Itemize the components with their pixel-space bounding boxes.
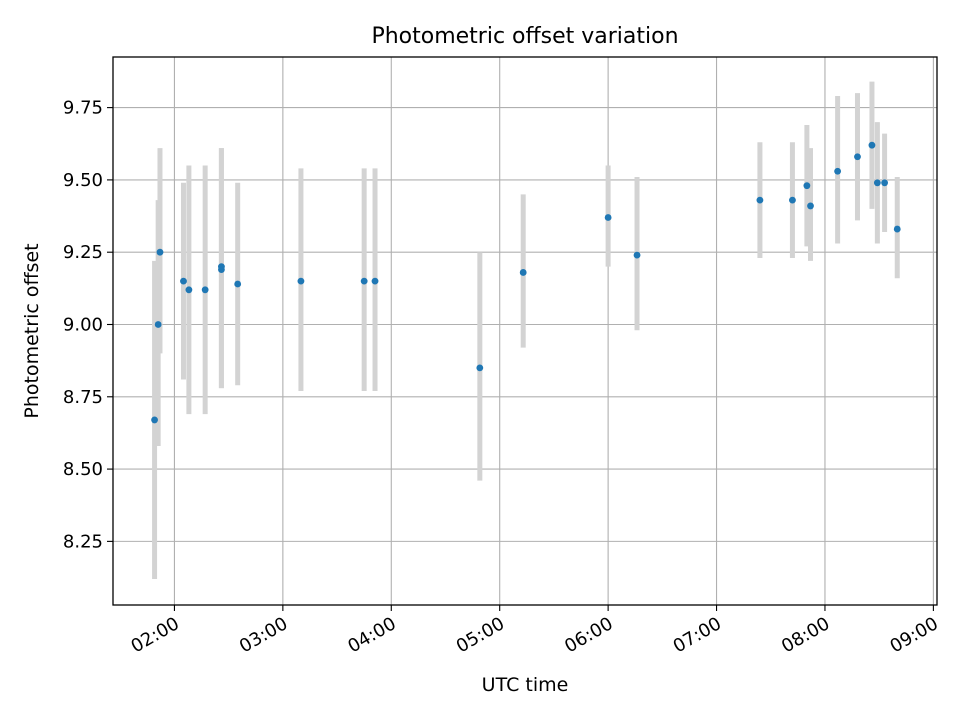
y-tick-label: 8.25 bbox=[63, 531, 103, 552]
data-point bbox=[893, 225, 901, 233]
data-point bbox=[834, 167, 842, 175]
x-tick-label: 02:00 bbox=[128, 613, 183, 657]
data-point bbox=[476, 364, 484, 372]
x-axis-label: UTC time bbox=[482, 674, 569, 696]
data-point bbox=[297, 277, 305, 285]
y-tick-label: 9.75 bbox=[63, 98, 103, 119]
data-points bbox=[151, 141, 901, 424]
y-tick-label: 9.00 bbox=[63, 314, 103, 335]
data-point bbox=[201, 286, 209, 294]
x-axis-ticks: 02:00 03:00 04:00 05:00 06:00 07:00 08:00 09:00 bbox=[128, 605, 942, 657]
data-point bbox=[519, 269, 527, 276]
data-point bbox=[371, 277, 379, 285]
chart-title: Photometric offset variation bbox=[371, 24, 678, 49]
y-axis-ticks: 8.25 8.50 8.75 9.00 9.25 9.50 9.75 bbox=[63, 98, 113, 552]
data-point bbox=[873, 179, 881, 187]
plot-frame bbox=[112, 56, 938, 606]
y-axis-label: Photometric offset bbox=[21, 243, 43, 418]
data-point bbox=[881, 179, 888, 187]
data-point bbox=[807, 202, 814, 210]
data-point bbox=[789, 196, 796, 204]
y-tick-label: 9.50 bbox=[63, 170, 103, 191]
data-point bbox=[180, 277, 187, 285]
y-tick-label: 8.50 bbox=[63, 459, 103, 480]
data-point bbox=[156, 248, 164, 256]
x-tick-label: 06:00 bbox=[561, 613, 616, 657]
y-tick-label: 9.25 bbox=[63, 242, 103, 263]
x-tick-label: 07:00 bbox=[670, 613, 725, 657]
x-tick-label: 05:00 bbox=[453, 613, 508, 657]
data-point bbox=[154, 321, 162, 328]
data-point bbox=[151, 416, 158, 424]
data-point bbox=[854, 153, 861, 161]
x-tick-label: 04:00 bbox=[344, 613, 399, 657]
y-tick-label: 8.75 bbox=[63, 387, 103, 408]
x-tick-label: 03:00 bbox=[236, 613, 291, 657]
data-point bbox=[633, 251, 641, 259]
data-point bbox=[803, 182, 811, 190]
x-tick-label: 08:00 bbox=[778, 613, 833, 657]
x-tick-label: 09:00 bbox=[886, 613, 941, 657]
error-bars bbox=[152, 81, 900, 579]
data-point bbox=[218, 263, 225, 271]
data-point bbox=[185, 286, 193, 294]
data-point bbox=[604, 214, 612, 221]
data-point bbox=[756, 196, 764, 204]
data-point bbox=[868, 141, 876, 149]
data-point bbox=[360, 277, 368, 285]
data-point bbox=[234, 280, 242, 288]
